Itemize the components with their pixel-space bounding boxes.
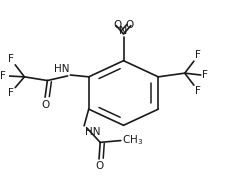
Text: F: F xyxy=(8,89,14,98)
Text: F: F xyxy=(0,71,6,81)
Text: N: N xyxy=(119,26,128,36)
Text: F: F xyxy=(195,86,201,96)
Text: F: F xyxy=(8,54,14,64)
Text: HN: HN xyxy=(54,64,69,74)
Text: O: O xyxy=(95,161,103,171)
Text: F: F xyxy=(202,70,208,80)
Text: F: F xyxy=(195,50,201,60)
Text: CH$_3$: CH$_3$ xyxy=(122,134,143,147)
Text: O: O xyxy=(126,20,134,30)
Text: O: O xyxy=(41,100,49,110)
Text: O: O xyxy=(113,20,121,30)
Text: HN: HN xyxy=(85,127,101,137)
